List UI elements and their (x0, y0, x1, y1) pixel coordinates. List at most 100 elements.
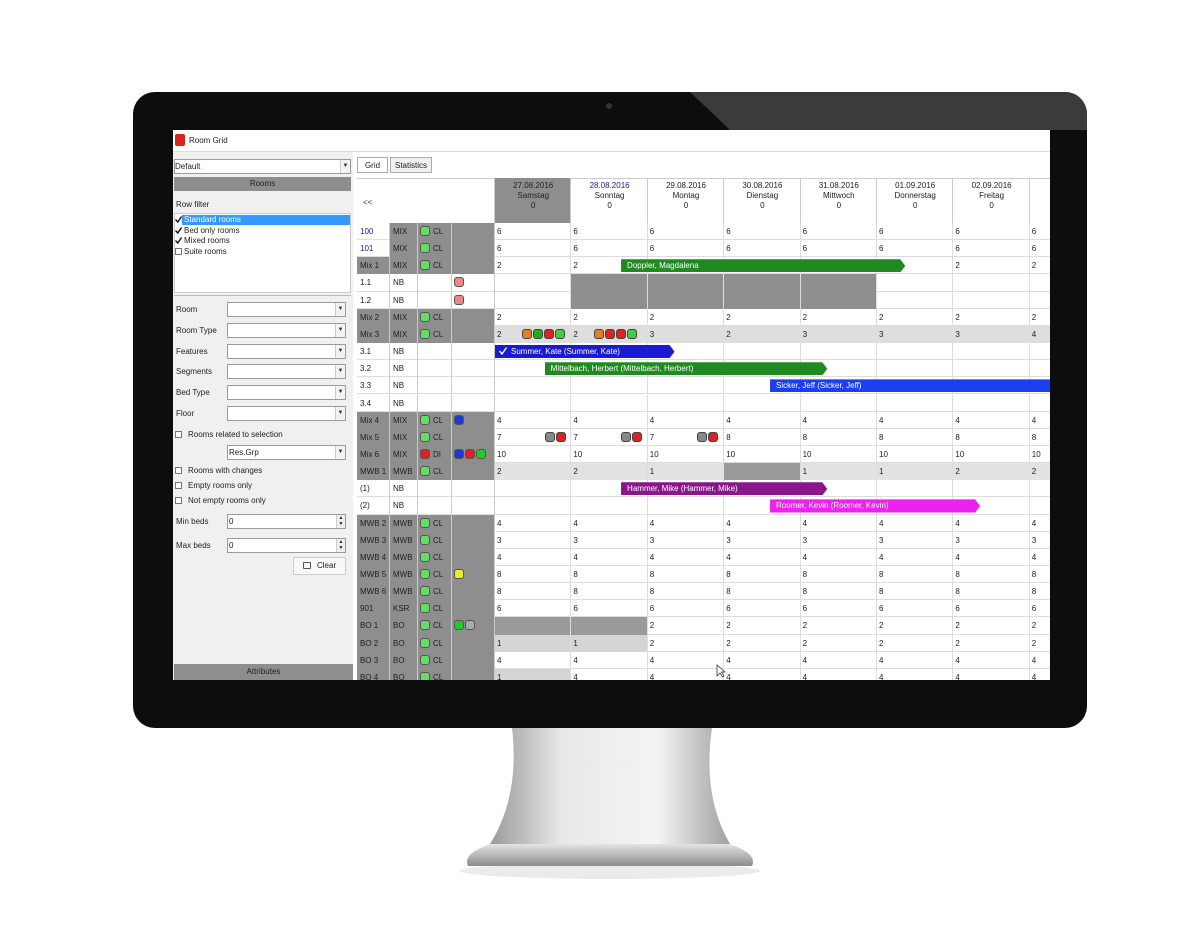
room-name[interactable]: MWB 2 (360, 518, 387, 528)
room-name[interactable]: 901 (360, 604, 374, 614)
row (357, 395, 1050, 412)
cell (724, 291, 801, 309)
room-name[interactable]: Mix 4 (360, 415, 380, 425)
room-name[interactable]: MWB 5 (360, 570, 387, 579)
related-checkbox[interactable] (175, 431, 182, 438)
room-name[interactable]: 3.3 (360, 381, 372, 391)
cell-value: 4 (649, 552, 655, 562)
room-name[interactable]: (1) (360, 484, 370, 494)
room-name[interactable]: BO 1 (360, 621, 379, 631)
filter-checkbox[interactable] (175, 247, 182, 255)
spin-box[interactable] (227, 537, 346, 553)
cell (495, 566, 572, 584)
cell (724, 634, 801, 652)
cell (495, 668, 572, 680)
room-name[interactable]: (2) (360, 501, 370, 511)
room-name[interactable]: BO 2 (360, 638, 379, 648)
room-name-cell (357, 583, 390, 601)
room-name[interactable]: MWB 4 (360, 552, 387, 562)
room-name[interactable]: Mix 2 (360, 312, 380, 322)
cell (877, 291, 954, 309)
room-name[interactable]: 1.2 (360, 295, 372, 305)
cell-value: 7 (497, 432, 502, 442)
option-checkbox[interactable] (175, 482, 182, 489)
status-label: CL (433, 261, 444, 271)
cell-value: 6 (879, 227, 884, 236)
blocked-cells (571, 274, 877, 292)
field-select[interactable] (227, 385, 346, 401)
cell (801, 394, 877, 412)
room-name[interactable]: Mix 1 (360, 261, 380, 271)
room-name[interactable]: MWB 3 (360, 535, 387, 545)
field-select[interactable] (227, 406, 346, 421)
clear-button[interactable] (293, 557, 346, 575)
row (357, 377, 1050, 395)
cell (495, 514, 572, 532)
room-name[interactable]: BO 3 (360, 655, 379, 665)
room-name[interactable]: MWB 6 (360, 587, 387, 597)
room-name[interactable]: 3.4 (360, 398, 372, 408)
cell (724, 514, 801, 532)
room-type-cell (390, 308, 418, 326)
room-type-cell (390, 223, 418, 241)
cell (724, 566, 801, 584)
field-select[interactable] (227, 322, 346, 338)
cell (801, 668, 877, 680)
option-checkbox[interactable] (175, 467, 182, 474)
room-name-cell (357, 634, 390, 652)
room-type: NB (393, 501, 405, 511)
cell (495, 428, 572, 446)
field-select[interactable] (227, 364, 346, 380)
tab[interactable]: Grid (357, 157, 388, 173)
cell (1030, 292, 1050, 309)
tab[interactable]: Statistics (390, 157, 432, 173)
room-name[interactable]: Mix 3 (360, 329, 380, 339)
cell (495, 411, 572, 429)
view-select[interactable] (174, 159, 351, 174)
room-name[interactable]: BO 4 (360, 672, 379, 680)
room-name[interactable]: 3.1 (360, 347, 372, 357)
filter-checkbox[interactable] (174, 216, 183, 224)
filter-checkbox[interactable] (174, 226, 183, 234)
cell-value: 6 (955, 604, 960, 614)
cell (495, 257, 572, 275)
booking-bar[interactable] (770, 379, 1050, 392)
room-name[interactable]: Mix 5 (360, 432, 380, 442)
cell (953, 651, 1030, 669)
booking-bar[interactable] (495, 345, 675, 358)
cell (801, 291, 877, 309)
room-name[interactable]: 1.1 (360, 278, 372, 288)
day-header (571, 178, 648, 223)
room-name[interactable]: 100 (360, 227, 374, 236)
related-value: Res.Grp (229, 448, 259, 457)
room-name[interactable]: 101 (360, 244, 374, 254)
booking-bar[interactable] (621, 259, 905, 272)
booking-bar[interactable] (770, 499, 980, 512)
cell-value: 8 (1031, 587, 1037, 597)
booking-bar[interactable] (545, 362, 828, 375)
cell-value: 1 (649, 467, 655, 477)
related-select[interactable] (227, 445, 346, 460)
status-icon (420, 603, 430, 614)
day-count: 0 (760, 201, 765, 210)
room-name-cell (357, 548, 390, 566)
option-checkbox[interactable] (175, 497, 182, 504)
room-type: MIX (393, 244, 408, 254)
cell-value: 2 (497, 261, 502, 271)
cell (571, 497, 648, 515)
status-label: CL (433, 432, 444, 442)
room-name[interactable]: Mix 6 (360, 449, 380, 459)
booking-bar[interactable] (621, 482, 827, 495)
spin-box[interactable] (227, 514, 346, 529)
icon-cell (452, 377, 495, 395)
filter-checkbox[interactable] (174, 237, 183, 245)
field-select[interactable] (227, 302, 346, 317)
cell (724, 223, 801, 241)
cell-value: 8 (802, 570, 808, 579)
back-button[interactable] (357, 178, 495, 223)
room-name[interactable]: 3.2 (360, 364, 372, 374)
cell (648, 617, 725, 635)
field-select[interactable] (227, 343, 346, 359)
room-type-cell (390, 531, 418, 549)
room-name[interactable]: MWB 1 (360, 467, 387, 477)
